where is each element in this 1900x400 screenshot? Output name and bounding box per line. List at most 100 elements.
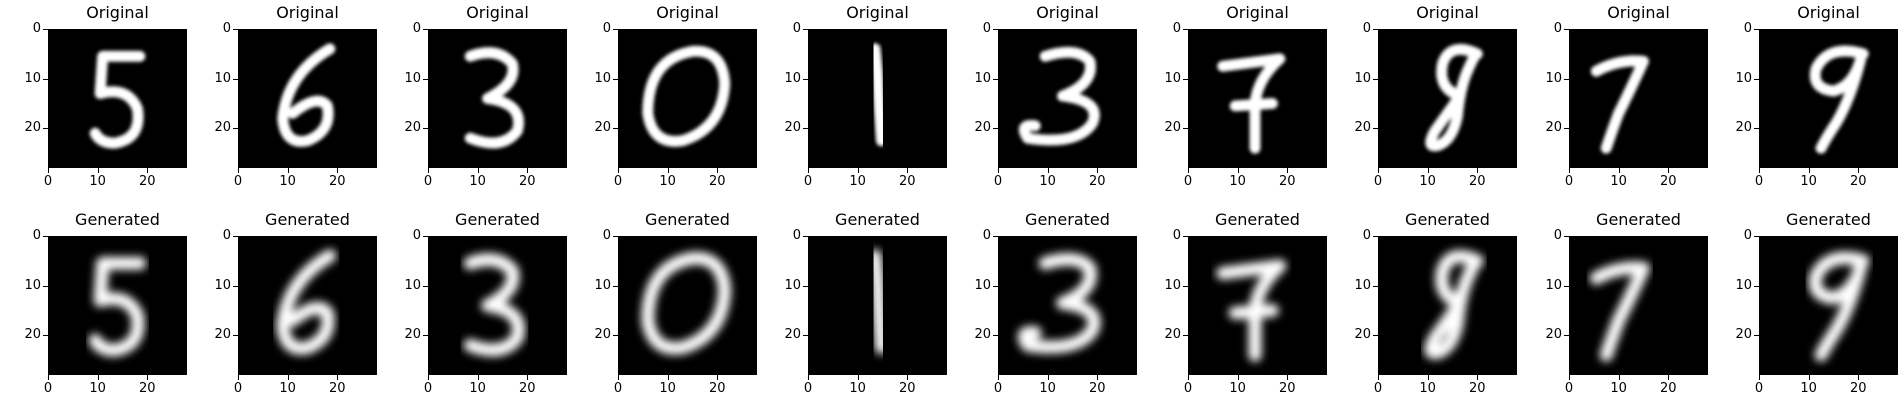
x-tick-label: 20 — [899, 381, 916, 396]
digit-stroke — [868, 249, 888, 355]
x-tick-label: 20 — [329, 174, 346, 189]
x-tick-label: 20 — [1660, 174, 1677, 189]
x-tick-label: 0 — [993, 381, 1003, 396]
y-tick — [1183, 128, 1188, 130]
y-tick-label: 10 — [594, 277, 611, 293]
generated-digit-image — [1569, 236, 1708, 375]
y-tick-label: 20 — [1354, 327, 1371, 343]
x-tick-label: 10 — [1800, 381, 1817, 396]
y-tick-label: 10 — [1735, 70, 1752, 86]
generated-digit-image — [808, 236, 947, 375]
panel-title: Original — [276, 3, 339, 22]
x-tick-label: 0 — [1373, 381, 1383, 396]
y-tick-label: 10 — [1735, 277, 1752, 293]
y-tick-label: 20 — [594, 327, 611, 343]
y-tick — [1754, 78, 1759, 80]
digit-stroke — [1217, 53, 1286, 154]
x-tick — [1569, 168, 1570, 173]
y-tick-label: 10 — [974, 70, 991, 86]
axes-frame — [998, 29, 1137, 168]
x-tick-label: 0 — [993, 174, 1003, 189]
x-tick-label: 0 — [43, 174, 53, 189]
x-tick — [147, 168, 149, 173]
x-tick-label: 10 — [849, 174, 866, 189]
y-tick-label: 0 — [792, 228, 801, 243]
x-tick-label: 0 — [1373, 174, 1383, 189]
x-tick-label: 10 — [1039, 174, 1056, 189]
x-tick-label: 10 — [89, 174, 106, 189]
x-tick — [147, 375, 149, 380]
y-tick-label: 20 — [404, 327, 421, 343]
y-tick — [613, 285, 618, 287]
panel-title: Generated — [265, 210, 350, 229]
x-tick-label: 10 — [1610, 381, 1627, 396]
digit-stroke — [642, 45, 731, 147]
x-tick — [717, 375, 719, 380]
y-tick-label: 10 — [1545, 70, 1562, 86]
x-tick — [337, 375, 339, 380]
panel-title: Original — [1226, 3, 1289, 22]
original-digit-image — [428, 29, 567, 168]
y-tick — [233, 285, 238, 287]
digit-stroke — [276, 249, 337, 355]
x-tick-label: 20 — [329, 381, 346, 396]
x-tick — [287, 375, 289, 380]
original-digit-image — [1378, 29, 1517, 168]
y-tick — [1564, 78, 1569, 80]
y-tick-label: 20 — [784, 327, 801, 343]
axes-frame — [808, 29, 947, 168]
x-tick — [97, 168, 99, 173]
y-tick — [613, 128, 618, 130]
x-tick-label: 20 — [1850, 174, 1867, 189]
axes-frame — [808, 236, 947, 375]
generated-panel-4: Generated 0 10 20 0 10 20 — [594, 210, 757, 395]
x-tick — [1668, 168, 1670, 173]
y-tick — [423, 335, 428, 337]
x-tick — [618, 168, 619, 173]
y-tick-label: 10 — [1164, 277, 1181, 293]
x-tick — [667, 375, 669, 380]
y-tick-label: 10 — [974, 277, 991, 293]
panel-title: Original — [1036, 3, 1099, 22]
panel-title: Original — [1416, 3, 1479, 22]
y-tick-label: 0 — [1743, 228, 1752, 243]
x-tick-label: 0 — [423, 381, 433, 396]
y-tick — [803, 335, 808, 337]
y-tick-label: 20 — [1735, 327, 1752, 343]
y-tick — [803, 78, 808, 80]
y-tick-label: 10 — [214, 277, 231, 293]
x-tick — [477, 375, 479, 380]
generated-panel-1: Generated 0 10 20 0 10 20 — [24, 210, 187, 395]
x-tick — [1858, 375, 1860, 380]
y-tick — [803, 236, 808, 237]
y-tick-label: 10 — [1354, 277, 1371, 293]
y-tick — [1564, 285, 1569, 287]
y-tick — [1564, 236, 1569, 237]
x-tick-label: 10 — [469, 174, 486, 189]
generated-panel-5: Generated 0 10 20 0 10 20 — [784, 210, 947, 395]
y-tick-label: 0 — [32, 21, 41, 36]
original-panel-10: Original 0 10 20 0 10 20 — [1735, 3, 1898, 188]
panel-title: Generated — [1025, 210, 1110, 229]
y-tick — [1373, 78, 1378, 80]
original-digit-image — [1188, 29, 1327, 168]
y-tick-label: 10 — [784, 277, 801, 293]
x-tick — [808, 375, 809, 380]
x-tick-label: 10 — [849, 381, 866, 396]
y-tick-label: 0 — [412, 228, 421, 243]
x-tick — [48, 375, 49, 380]
x-tick — [1237, 375, 1239, 380]
y-tick — [233, 128, 238, 130]
x-tick-label: 20 — [1850, 381, 1867, 396]
x-tick — [1378, 375, 1379, 380]
y-tick-label: 20 — [974, 327, 991, 343]
axes-frame — [1188, 29, 1327, 168]
x-tick — [1427, 168, 1429, 173]
x-tick — [1188, 375, 1189, 380]
y-tick-label: 10 — [24, 70, 41, 86]
x-tick — [1618, 168, 1620, 173]
generated-digit-image — [1188, 236, 1327, 375]
digit-stroke — [1590, 55, 1649, 154]
x-tick-label: 10 — [1229, 381, 1246, 396]
